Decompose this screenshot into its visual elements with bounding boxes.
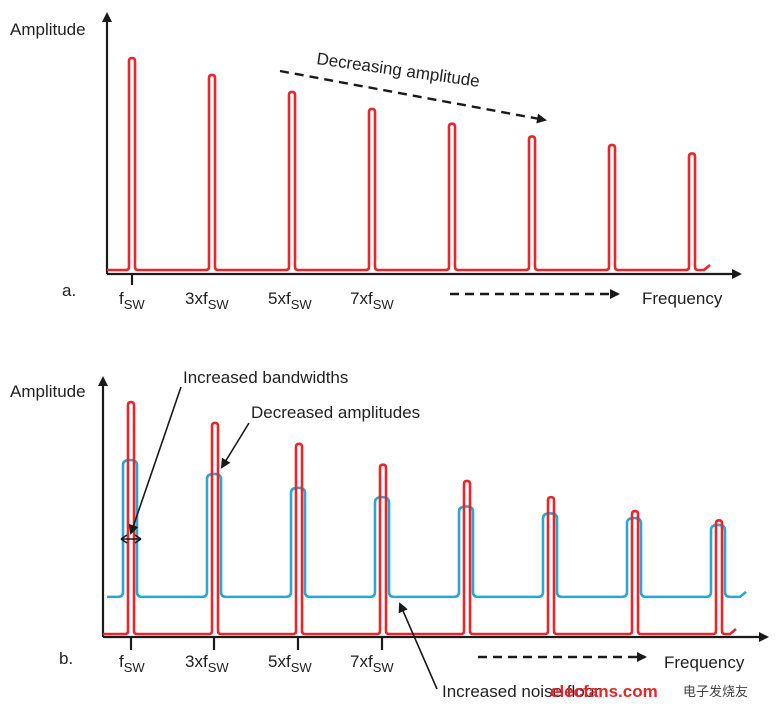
watermark: elecfans.com 电子发烧友 [550, 682, 748, 701]
panel-b-letter: b. [59, 649, 73, 668]
panel-b-bandwidth-span-right-head [134, 534, 142, 544]
panel-b-y-label: Amplitude [10, 382, 86, 401]
watermark-cn: 电子发烧友 [683, 684, 748, 700]
panel-b-noise-annotation: Increased noise floor [442, 682, 600, 701]
panel-a-tick-label-3: 3xfSW [185, 289, 229, 312]
panel-b-blue-spectrum [107, 458, 747, 599]
panel-b-tick-label-7: 7xfSW [350, 652, 394, 675]
panel-a-letter: a. [62, 281, 76, 300]
panel-a-tick-label-7: 7xfSW [350, 289, 394, 312]
panel-b-tick-label-3: 3xfSW [185, 652, 229, 675]
panel-a-red-spectrum [107, 56, 711, 272]
panel-b-bandwidth-leader [128, 386, 182, 535]
panel-b-noise-leader [398, 602, 438, 690]
panel-b-tick-label-1: fSW [119, 652, 145, 675]
panel-b-amplitude-leader [220, 422, 250, 469]
panel-a-decreasing-annotation: Decreasing amplitude [315, 49, 480, 91]
panel-b-amplitude-annotation: Decreased amplitudes [251, 403, 420, 422]
panel-b-red-spectrum [103, 400, 737, 636]
panel-a-tick-label-5: 5xfSW [268, 289, 312, 312]
panel-b: Amplitude Frequency b. fSW 3xfSW 5xfSW 7… [10, 368, 769, 701]
panel-b-bandwidth-annotation: Increased bandwidths [183, 368, 348, 387]
panel-a: Amplitude Frequency a. fSW 3xfSW 5xfSW 7… [10, 12, 742, 312]
panel-a-x-label: Frequency [642, 289, 723, 308]
panel-a-tick-label-1: fSW [119, 289, 145, 312]
panel-a-y-label: Amplitude [10, 20, 86, 39]
panel-b-bandwidth-span-left-head [120, 534, 128, 544]
panel-b-tick-label-5: 5xfSW [268, 652, 312, 675]
panel-b-x-label: Frequency [664, 653, 745, 672]
watermark-site: elecfans.com [550, 682, 658, 701]
